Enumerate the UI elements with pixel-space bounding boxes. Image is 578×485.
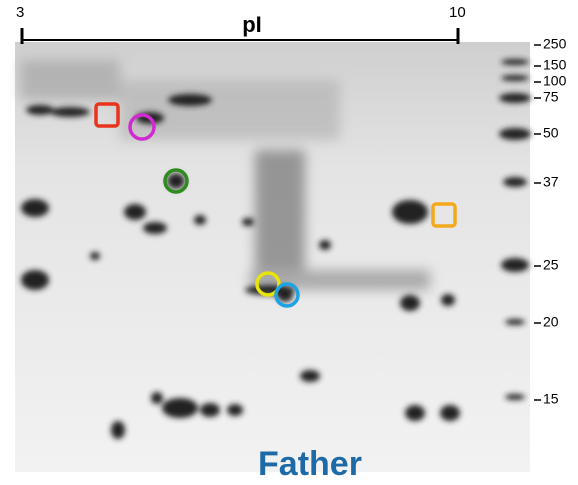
mw-label: 75: [543, 89, 559, 105]
mw-label: 15: [543, 391, 559, 407]
marker-circle: [128, 113, 156, 141]
mw-label: 50: [543, 125, 559, 141]
gel-spots: [20, 59, 531, 439]
axis-tick-label: 3: [16, 4, 24, 21]
marker-square: [431, 202, 457, 228]
marker-square: [94, 102, 120, 128]
marker-circle: [163, 168, 189, 194]
axis-label: pI: [242, 12, 262, 37]
marker-circle: [255, 271, 281, 297]
spot-markers: [94, 102, 457, 308]
mw-label: 250: [543, 36, 567, 52]
caption: Father: [258, 445, 362, 483]
mw-label: 150: [543, 57, 567, 73]
mw-label: 25: [543, 257, 559, 273]
mw-label: 100: [543, 73, 567, 89]
mw-label: 37: [543, 174, 559, 190]
marker-circle: [274, 282, 300, 308]
mw-label: 20: [543, 314, 559, 330]
axis-tick-label: 10: [449, 4, 466, 21]
